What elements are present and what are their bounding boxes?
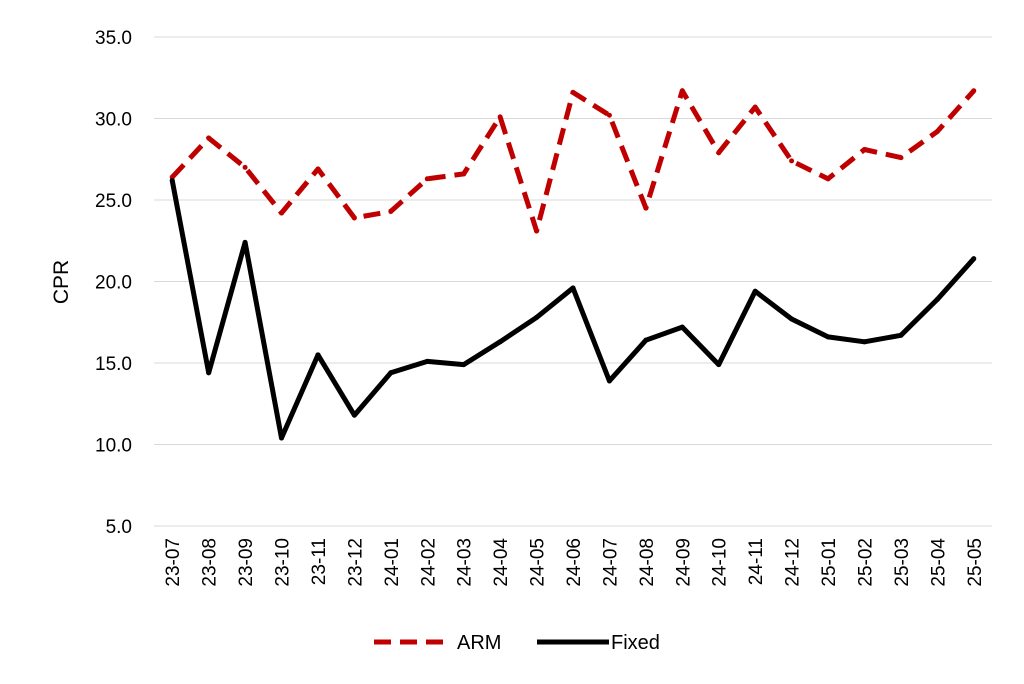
data-point-fixed: [971, 256, 977, 262]
y-axis-title: CPR: [50, 260, 73, 304]
legend: ARM Fixed: [374, 632, 660, 654]
y-tick-label: 25.0: [95, 191, 132, 212]
data-point-arm: [643, 205, 649, 211]
x-tick-label: 25-02: [855, 538, 876, 587]
x-tick-label: 23-11: [309, 538, 330, 585]
data-point-fixed: [351, 412, 357, 418]
data-point-fixed: [534, 314, 540, 320]
x-tick-label: 23-09: [236, 538, 257, 587]
y-tick-label: 10.0: [95, 436, 132, 457]
data-point-arm: [789, 158, 795, 164]
series-line-fixed: [169, 179, 976, 441]
data-point-arm: [206, 135, 212, 141]
y-tick-label: 35.0: [95, 28, 132, 49]
data-point-fixed: [643, 337, 649, 343]
x-tick-label: 23-10: [273, 538, 294, 587]
data-point-arm: [825, 176, 831, 182]
data-point-arm: [315, 166, 321, 172]
data-point-fixed: [861, 339, 867, 345]
data-point-arm: [351, 215, 357, 221]
x-tick-label: 24-06: [564, 538, 585, 587]
data-point-fixed: [716, 362, 722, 368]
x-tick-label: 23-12: [345, 538, 366, 587]
x-tick-label: 24-05: [528, 538, 549, 587]
data-point-fixed: [606, 378, 612, 384]
data-point-fixed: [570, 285, 576, 291]
data-point-fixed: [315, 352, 321, 358]
series-lines: [169, 88, 977, 441]
x-tick-label: 24-12: [783, 538, 804, 587]
x-tick-label: 24-07: [600, 538, 621, 587]
series-line-arm: [170, 88, 976, 234]
data-point-arm: [898, 155, 904, 161]
y-axis-ticks: 5.0 10.0 15.0 20.0 25.0 30.0 35.0: [95, 28, 132, 538]
data-point-arm: [606, 112, 612, 118]
data-point-fixed: [497, 339, 503, 345]
data-point-arm: [570, 89, 576, 95]
x-tick-label: 24-10: [710, 538, 731, 587]
x-tick-label: 24-04: [491, 538, 512, 587]
data-point-fixed: [242, 239, 248, 245]
data-point-fixed: [461, 362, 467, 368]
data-point-fixed: [279, 435, 285, 441]
x-axis-ticks: 23-07 23-08 23-09 23-10 23-11 23-12 24-01 24-02…: [163, 538, 986, 587]
x-tick-label: 24-08: [637, 538, 658, 587]
data-point-arm: [242, 164, 248, 170]
data-point-fixed: [898, 332, 904, 338]
data-point-fixed: [934, 296, 940, 302]
data-point-fixed: [206, 370, 212, 376]
x-tick-label: 23-07: [163, 538, 184, 587]
data-point-arm: [461, 171, 467, 177]
data-point-fixed: [752, 288, 758, 294]
data-point-arm: [497, 114, 503, 120]
x-tick-label: 25-01: [819, 538, 840, 587]
data-point-arm: [971, 88, 977, 94]
x-tick-label: 24-03: [455, 538, 476, 587]
x-tick-label: 24-09: [673, 538, 694, 587]
y-tick-label: 30.0: [95, 110, 132, 131]
data-point-arm: [279, 210, 285, 216]
data-point-arm: [716, 150, 722, 156]
data-point-fixed: [789, 316, 795, 322]
data-point-fixed: [825, 334, 831, 340]
data-point-arm: [424, 176, 430, 182]
y-tick-label: 5.0: [106, 517, 132, 538]
y-tick-label: 20.0: [95, 273, 132, 294]
gridlines: [154, 36, 992, 527]
data-point-fixed: [169, 177, 175, 183]
data-point-arm: [534, 228, 540, 234]
data-point-arm: [861, 146, 867, 152]
x-tick-label: 24-02: [418, 538, 439, 587]
data-point-arm: [679, 88, 685, 94]
data-point-arm: [388, 208, 394, 214]
data-point-arm: [934, 129, 940, 135]
x-tick-label: 25-03: [892, 538, 913, 587]
y-tick-label: 15.0: [95, 354, 132, 375]
x-tick-label: 25-04: [928, 538, 949, 587]
x-tick-label: 24-01: [382, 538, 403, 587]
data-point-arm: [752, 104, 758, 110]
data-point-fixed: [679, 324, 685, 330]
data-point-fixed: [424, 358, 430, 364]
data-point-fixed: [388, 370, 394, 376]
x-tick-label: 25-05: [965, 538, 986, 587]
legend-label-fixed: Fixed: [611, 632, 660, 654]
x-tick-label: 24-11: [746, 538, 767, 585]
legend-label-arm: ARM: [457, 632, 501, 654]
x-tick-label: 23-08: [200, 538, 221, 587]
